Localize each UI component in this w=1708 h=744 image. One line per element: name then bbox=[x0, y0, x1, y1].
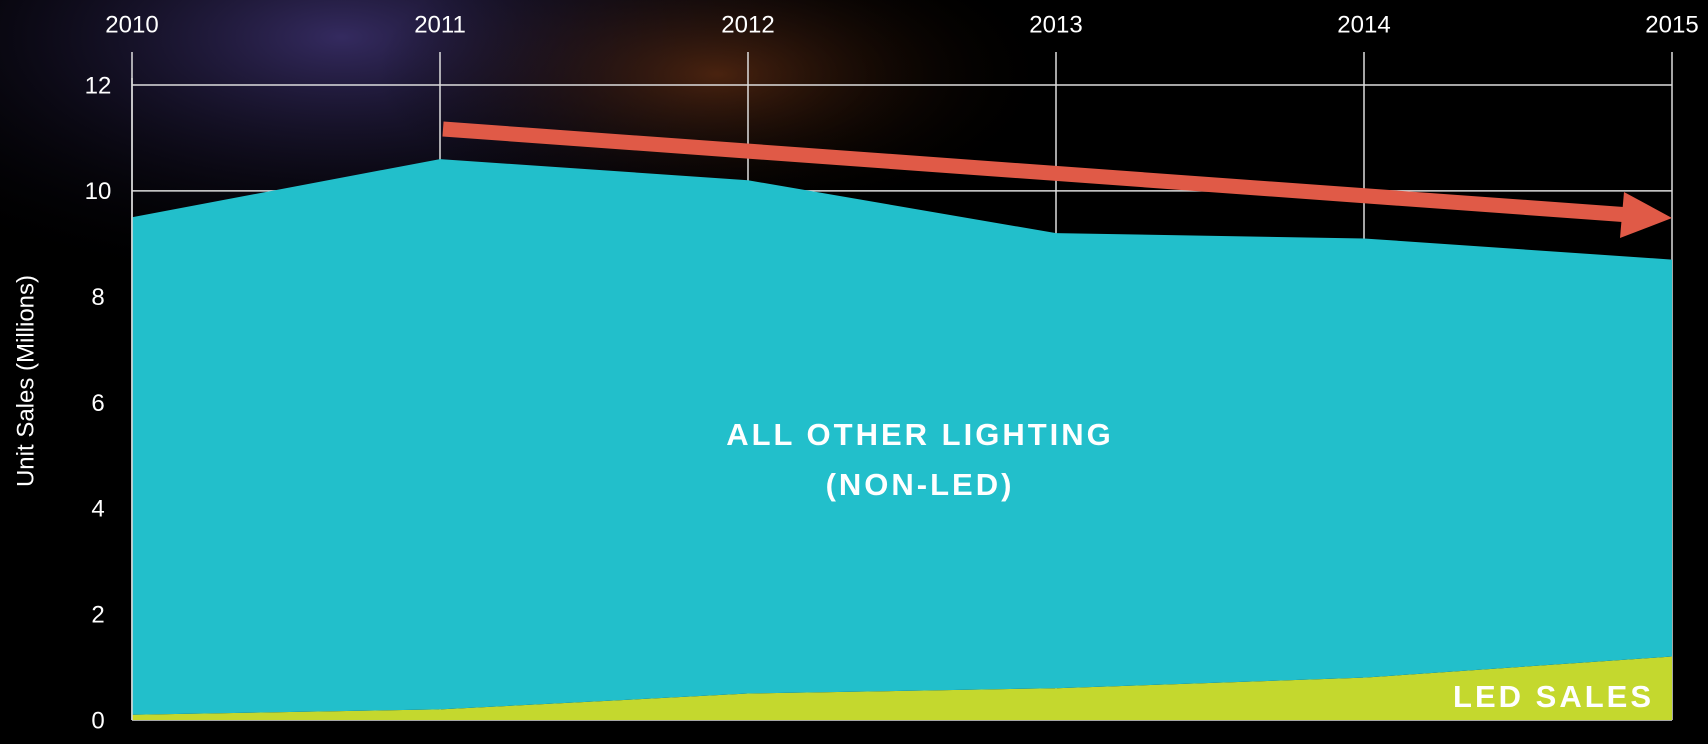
x-tick-label: 2013 bbox=[1029, 11, 1082, 38]
x-tick-label: 2014 bbox=[1337, 11, 1390, 38]
x-tick-label: 2011 bbox=[414, 11, 466, 38]
x-tick-label: 2010 bbox=[105, 11, 158, 38]
series-label: LED SALES bbox=[1453, 679, 1654, 714]
y-tick-label: 12 bbox=[85, 72, 112, 99]
y-tick-label: 0 bbox=[91, 707, 104, 734]
y-tick-label: 10 bbox=[85, 178, 112, 205]
y-axis-label: Unit Sales (Millions) bbox=[12, 275, 39, 487]
x-tick-label: 2012 bbox=[721, 11, 774, 38]
x-tick-label: 2015 bbox=[1645, 11, 1698, 38]
y-tick-label: 6 bbox=[91, 390, 104, 417]
area bbox=[132, 656, 1672, 720]
trend-arrow-head bbox=[1620, 192, 1672, 238]
y-tick-label: 2 bbox=[91, 602, 104, 629]
y-tick-label: 4 bbox=[91, 496, 104, 523]
y-tick-label: 8 bbox=[91, 284, 104, 311]
series-label: ALL OTHER LIGHTING (NON-LED) bbox=[726, 417, 1114, 502]
area bbox=[132, 159, 1672, 715]
trend-arrow bbox=[442, 121, 1631, 223]
